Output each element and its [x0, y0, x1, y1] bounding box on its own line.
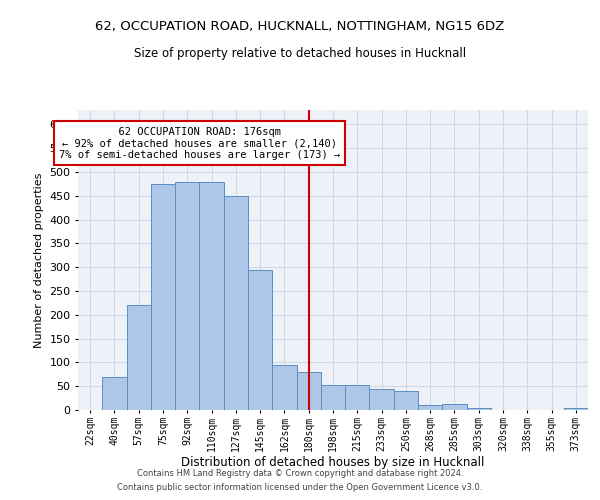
Bar: [418, 405, 442, 410]
Bar: [442, 404, 467, 410]
Text: 62, OCCUPATION ROAD, HUCKNALL, NOTTINGHAM, NG15 6DZ: 62, OCCUPATION ROAD, HUCKNALL, NOTTINGHA…: [95, 20, 505, 33]
Bar: [564, 408, 588, 410]
Text: Size of property relative to detached houses in Hucknall: Size of property relative to detached ho…: [134, 48, 466, 60]
Bar: [224, 196, 248, 410]
Bar: [102, 376, 127, 410]
Bar: [296, 372, 321, 410]
Text: Contains HM Land Registry data © Crown copyright and database right 2024.: Contains HM Land Registry data © Crown c…: [137, 468, 463, 477]
Bar: [248, 270, 272, 410]
Bar: [199, 182, 224, 410]
Bar: [467, 408, 491, 410]
Bar: [175, 182, 199, 410]
X-axis label: Distribution of detached houses by size in Hucknall: Distribution of detached houses by size …: [181, 456, 485, 469]
Bar: [151, 184, 175, 410]
Bar: [272, 365, 296, 410]
Text: Contains public sector information licensed under the Open Government Licence v3: Contains public sector information licen…: [118, 484, 482, 492]
Bar: [127, 305, 151, 410]
Bar: [321, 385, 345, 410]
Y-axis label: Number of detached properties: Number of detached properties: [34, 172, 44, 348]
Bar: [394, 391, 418, 410]
Text: 62 OCCUPATION ROAD: 176sqm  
← 92% of detached houses are smaller (2,140)
7% of : 62 OCCUPATION ROAD: 176sqm ← 92% of deta…: [59, 126, 340, 160]
Bar: [345, 385, 370, 410]
Bar: [370, 388, 394, 410]
